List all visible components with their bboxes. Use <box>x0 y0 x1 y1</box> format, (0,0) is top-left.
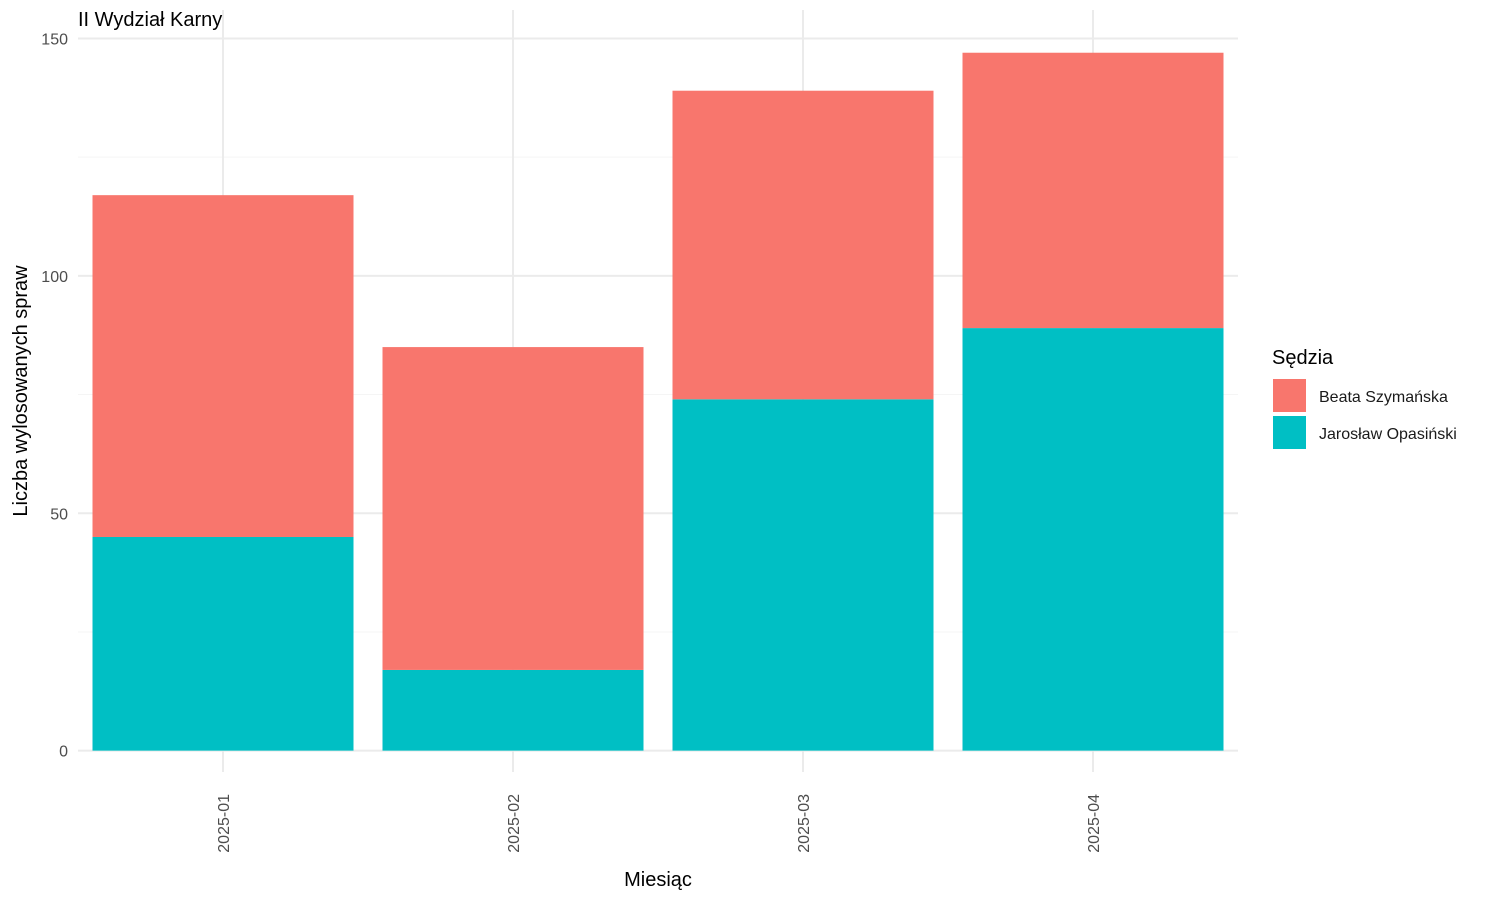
legend-label: Beata Szymańska <box>1319 389 1448 406</box>
bar-segment <box>382 669 644 751</box>
legend-title: Sędzia <box>1272 347 1334 369</box>
bar-segment <box>672 90 934 400</box>
y-tick-label: 0 <box>59 744 68 761</box>
legend-swatch <box>1273 416 1306 449</box>
bar-segment <box>962 52 1224 329</box>
bar-segment <box>92 536 354 751</box>
x-tick-label: 2025-03 <box>796 794 813 853</box>
y-tick-label: 150 <box>41 31 68 48</box>
chart-title: II Wydział Karny <box>78 9 222 31</box>
x-tick-label: 2025-02 <box>506 794 523 853</box>
x-axis-title: Miesiąc <box>624 869 692 891</box>
legend-swatch <box>1273 379 1306 412</box>
bar-segment <box>672 399 934 751</box>
y-tick-label: 50 <box>50 506 68 523</box>
y-axis-title: Liczba wylosowanych spraw <box>10 265 32 517</box>
bar-segment <box>962 328 1224 751</box>
bar-segment <box>92 195 354 537</box>
bars-layer <box>92 52 1224 751</box>
y-tick-label: 100 <box>41 269 68 286</box>
ticks-layer: 0 50 100 150 2025-01 2025-02 2025-03 2025-04 <box>41 31 1103 852</box>
x-tick-label: 2025-04 <box>1086 794 1103 853</box>
bar-segment <box>382 347 644 670</box>
legend-label: Jarosław Opasiński <box>1319 426 1457 443</box>
legend: Sędzia Beata Szymańska Jarosław Opasiński <box>1272 347 1457 449</box>
legend-items: Beata Szymańska Jarosław Opasiński <box>1273 379 1457 449</box>
x-tick-label: 2025-01 <box>216 794 233 853</box>
